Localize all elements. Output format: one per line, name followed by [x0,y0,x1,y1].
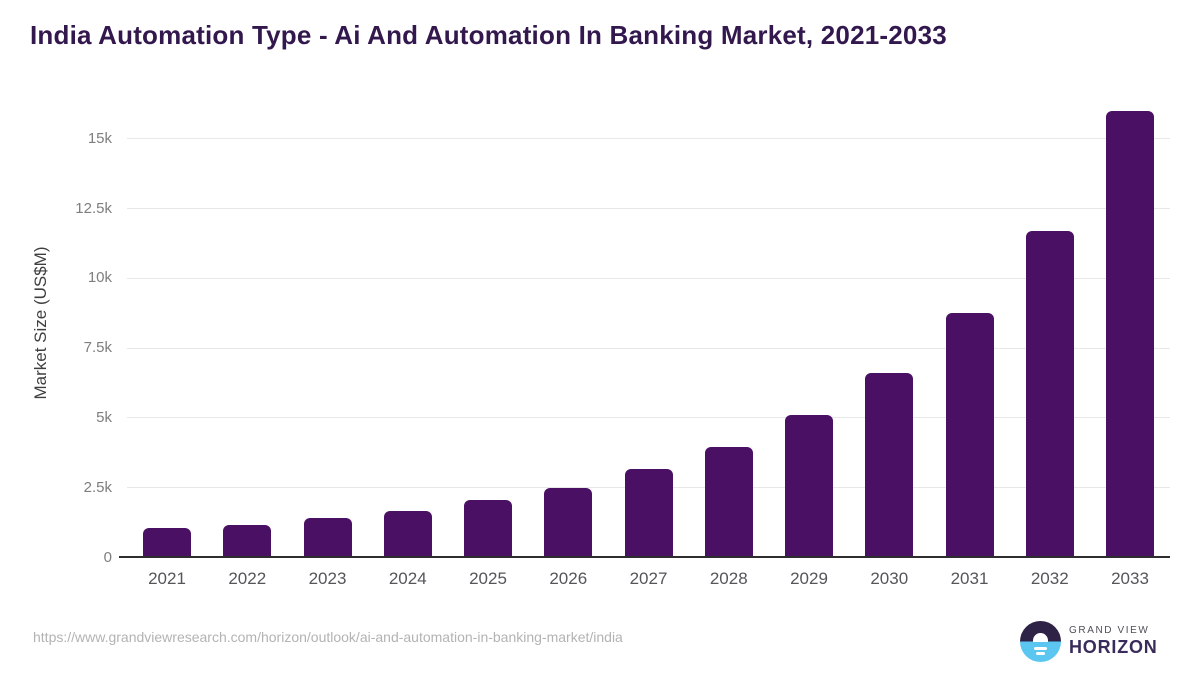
x-tick-label: 2028 [709,569,748,588]
x-tick-label: 2027 [629,569,668,588]
bar-2023 [303,518,352,558]
gridline [127,347,1170,349]
y-tick-label: 2.5k [83,478,112,496]
logo-dome-shape [1033,633,1048,642]
x-axis-line [119,556,1170,558]
x-tick-label: 2021 [148,569,186,588]
y-tick-label: 7.5k [83,339,112,357]
bar-2026 [544,487,593,558]
logo-wave-line [1036,652,1045,655]
bar-2033 [1106,111,1154,558]
logo-wordmark: GRAND VIEW HORIZON [1069,625,1158,658]
bar-2021 [143,528,191,558]
brand-logo: GRAND VIEW HORIZON [1020,621,1158,662]
bar-2028 [704,446,753,558]
y-tick-label: 10k [87,269,112,287]
logo-brand-line2: HORIZON [1069,637,1158,657]
x-tick-label: 2032 [1030,569,1069,588]
gridline [127,417,1170,419]
x-tick-label: 2033 [1111,569,1149,588]
y-tick-label: 5k [96,408,112,426]
bar-2030 [865,372,914,558]
bar-2022 [223,524,272,558]
bar-2025 [464,499,512,558]
source-url: https://www.grandviewresearch.com/horizo… [33,629,623,645]
logo-brand-line1: GRAND VIEW [1069,625,1150,636]
y-tick-label: 12.5k [75,199,112,217]
y-tick-label: 0 [103,548,112,566]
bar-2027 [624,469,673,558]
x-tick-label: 2024 [388,569,427,588]
gridline [127,208,1170,209]
x-tick-label: 2026 [549,569,588,588]
bar-2032 [1025,230,1074,558]
x-tick-label: 2023 [308,569,347,588]
y-tick-label: 15k [87,129,112,147]
x-tick-label: 2031 [950,569,989,588]
logo-wave-line [1034,646,1047,650]
x-tick-label: 2030 [870,569,909,588]
bar-2029 [785,415,833,558]
chart-title: India Automation Type - Ai And Automatio… [30,20,947,50]
gridline [127,138,1170,140]
gridline [127,277,1170,279]
bar-2024 [383,510,432,558]
x-tick-label: 2029 [790,569,828,588]
bar-2031 [945,313,994,558]
horizon-logo-icon [1020,621,1061,662]
x-tick-label: 2022 [228,569,267,588]
x-tick-label: 2025 [469,569,507,588]
